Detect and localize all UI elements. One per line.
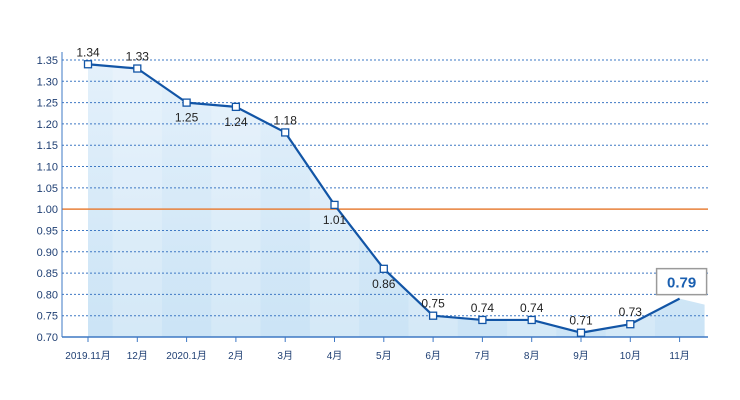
y-tick-label: 1.10 (37, 162, 58, 174)
data-label: 1.24 (224, 115, 248, 129)
data-point (379, 264, 388, 273)
data-point (133, 64, 142, 73)
data-label: 1.01 (323, 213, 347, 227)
y-tick-label: 1.30 (37, 76, 58, 88)
y-tick-label: 0.85 (37, 268, 58, 280)
x-tick-label: 2019.11月 (65, 350, 110, 362)
data-point (281, 128, 290, 137)
x-tick-label: 12月 (127, 350, 148, 362)
data-point (330, 200, 339, 210)
area-band (309, 60, 360, 337)
x-tick-label: 10月 (620, 350, 641, 362)
x-tick-label: 6月 (425, 350, 441, 362)
y-tick-label: 1.05 (37, 183, 58, 195)
data-point (478, 315, 487, 325)
data-point (83, 60, 93, 69)
y-tick-label: 1.20 (37, 119, 58, 131)
data-point (231, 102, 241, 112)
x-tick-label: 7月 (475, 350, 491, 362)
y-tick-label: 0.90 (37, 247, 58, 259)
data-label: 0.74 (471, 301, 495, 315)
area-band (112, 60, 162, 337)
highlight-box (655, 267, 708, 296)
data-label: 1.34 (76, 45, 100, 59)
y-tick-label: 0.80 (37, 289, 58, 301)
data-label: 0.71 (569, 314, 593, 328)
x-tick-label: 2020.1月 (166, 350, 207, 362)
data-point (428, 311, 438, 320)
data-point (182, 98, 191, 107)
area-band (408, 60, 458, 337)
x-tick-label: 5月 (376, 350, 392, 362)
highlight-value-label: 0.79 (667, 275, 696, 292)
area-band (507, 60, 557, 337)
x-tick-label: 3月 (277, 350, 293, 362)
x-tick-label: 2月 (228, 350, 244, 362)
data-label: 0.86 (372, 277, 396, 291)
y-tick-label: 1.25 (37, 98, 58, 110)
data-label: 0.75 (421, 297, 445, 311)
data-point (527, 315, 536, 325)
y-tick-label: 0.70 (37, 332, 58, 344)
area-band (211, 60, 261, 337)
x-tick-label: 4月 (327, 350, 343, 362)
area-band (605, 60, 655, 337)
data-label: 1.33 (126, 50, 150, 64)
data-label: 1.25 (175, 111, 199, 125)
x-tick-label: 8月 (524, 350, 540, 362)
data-label: 0.74 (520, 301, 544, 315)
x-tick-label: 11月 (669, 350, 689, 362)
y-tick-label: 1.35 (37, 55, 58, 67)
x-tick-label: 9月 (573, 350, 589, 362)
area-fill (88, 64, 705, 337)
data-point (576, 328, 586, 337)
y-tick-label: 1.00 (37, 204, 58, 216)
data-point (626, 320, 635, 329)
data-label: 1.18 (274, 113, 298, 127)
y-tick-label: 0.75 (37, 311, 58, 323)
y-tick-label: 1.15 (37, 140, 58, 152)
y-tick-label: 0.95 (37, 225, 58, 237)
data-label: 0.73 (619, 305, 643, 319)
